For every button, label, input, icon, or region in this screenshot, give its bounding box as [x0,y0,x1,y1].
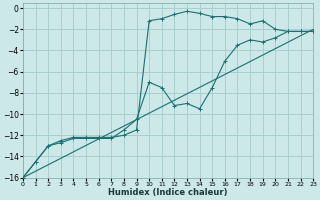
X-axis label: Humidex (Indice chaleur): Humidex (Indice chaleur) [108,188,228,197]
